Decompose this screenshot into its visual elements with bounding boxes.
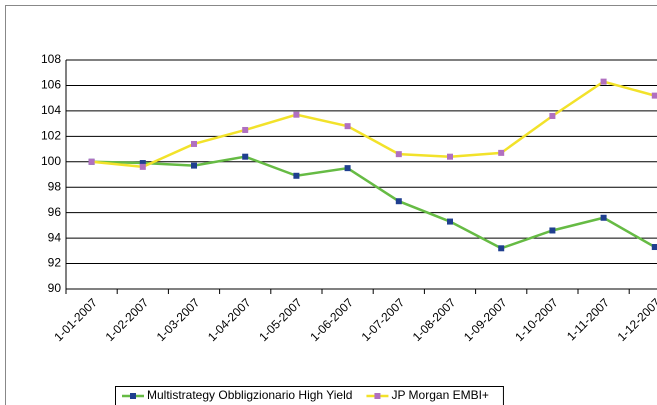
x-tick-label: 1-05-2007 — [256, 295, 305, 344]
marker — [549, 227, 556, 234]
legend: Multistrategy Obbligzionario High Yield J… — [115, 386, 504, 405]
y-tick-label: 100 — [41, 154, 61, 168]
marker — [242, 126, 249, 133]
x-tick-label: 1-06-2007 — [307, 295, 356, 344]
x-tick-label: 1-07-2007 — [359, 295, 408, 344]
y-tick-label: 90 — [48, 281, 62, 295]
marker — [395, 151, 402, 158]
x-tick-label: 1-09-2007 — [461, 295, 510, 344]
y-tick-label: 96 — [48, 205, 62, 219]
y-tick-label: 92 — [48, 256, 62, 270]
marker — [139, 160, 146, 167]
series-line — [91, 155, 656, 250]
y-tick-label: 94 — [48, 230, 62, 244]
marker — [293, 172, 300, 179]
x-tick-label: 1-10-2007 — [512, 295, 561, 344]
marker — [600, 78, 607, 85]
x-tick-label: 1-01-2007 — [51, 295, 100, 344]
x-tick-label: 1-03-2007 — [154, 295, 203, 344]
y-tick-label: 108 — [41, 52, 61, 66]
marker — [293, 111, 300, 118]
marker — [498, 245, 505, 252]
x-tick-label: 1-04-2007 — [205, 295, 254, 344]
marker — [395, 198, 402, 205]
marker — [344, 123, 351, 130]
chart-frame — [5, 5, 657, 405]
x-tick-label: 1-12-2007 — [615, 295, 657, 344]
marker — [139, 163, 146, 170]
marker — [549, 112, 556, 119]
x-tick-label: 1-02-2007 — [103, 295, 152, 344]
marker — [651, 244, 657, 251]
x-tick-label: 1-11-2007 — [564, 295, 612, 343]
marker — [651, 92, 657, 99]
marker — [498, 149, 505, 156]
series-line — [91, 80, 656, 169]
legend-marker — [130, 393, 136, 399]
legend-box — [115, 386, 504, 405]
marker — [242, 153, 249, 160]
marker — [447, 218, 453, 225]
marker — [600, 214, 607, 221]
marker — [191, 162, 197, 169]
y-tick-label: 98 — [48, 179, 62, 193]
legend-label: Multistrategy Obbligzionario High Yield — [147, 388, 352, 402]
marker — [191, 140, 197, 147]
marker — [447, 153, 453, 160]
y-tick-label: 106 — [41, 78, 61, 92]
y-tick-label: 102 — [41, 129, 61, 143]
legend-label: JP Morgan EMBI+ — [391, 388, 489, 402]
marker — [344, 165, 351, 172]
x-tick-label: 1-08-2007 — [410, 295, 459, 344]
y-tick-label: 104 — [41, 103, 61, 117]
marker — [88, 158, 95, 165]
legend-marker — [374, 393, 381, 399]
